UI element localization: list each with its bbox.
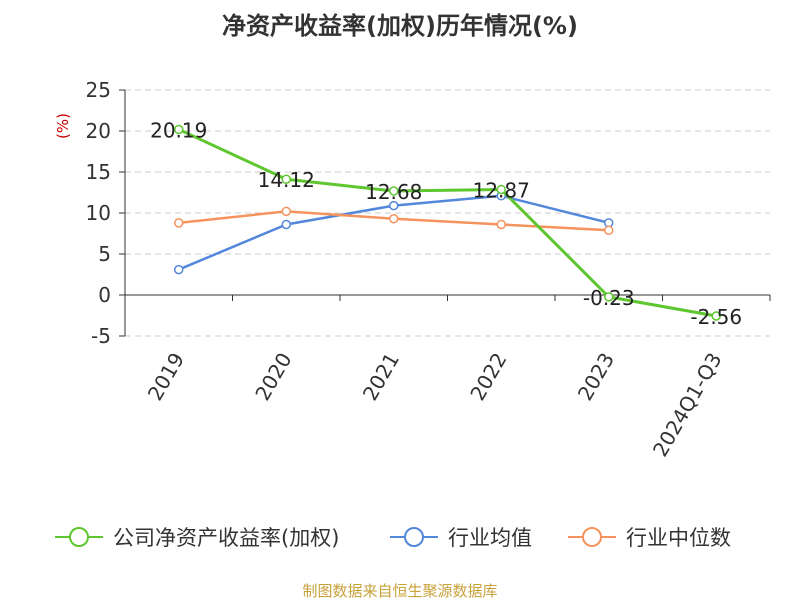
y-tick-label: 15: [86, 160, 111, 184]
x-tick-label: 2019: [143, 349, 189, 405]
data-label: 12.87: [473, 178, 530, 202]
series-point-2: [281, 206, 291, 217]
x-tick-label: 2022: [465, 349, 511, 405]
data-label: 20.19: [150, 118, 207, 142]
series-point-0: [496, 184, 506, 195]
data-source-note: 制图数据来自恒生聚源数据库: [302, 582, 498, 600]
series-point-1: [389, 200, 399, 211]
y-tick-label: -5: [91, 324, 111, 348]
series-point-2: [604, 225, 614, 235]
series-point-2: [389, 213, 399, 224]
legend-label: 公司净资产收益率(加权): [113, 526, 339, 550]
y-tick-label: 20: [86, 119, 111, 143]
data-label: -2.56: [690, 305, 742, 329]
x-tick-label: 2021: [358, 349, 404, 405]
x-tick-label: 2024Q1-Q3: [648, 349, 727, 461]
data-label: 14.12: [258, 168, 315, 192]
series-point-0: [281, 174, 291, 184]
series-point-0: [604, 292, 614, 302]
series-point-1: [281, 219, 291, 230]
series-point-1: [174, 264, 184, 275]
legend-marker-2: [582, 527, 602, 547]
data-label: 12.68: [365, 180, 422, 204]
legend-marker-1: [404, 527, 424, 547]
x-tick-label: 2020: [250, 349, 296, 405]
legend-marker-0: [69, 527, 89, 547]
y-tick-label: 25: [86, 78, 111, 102]
legend-label: 行业均值: [448, 526, 532, 550]
data-label: -0.23: [583, 286, 635, 310]
chart-title: 净资产收益率(加权)历年情况(%): [222, 12, 578, 40]
series-point-0: [389, 186, 399, 196]
y-axis-unit-label: (%): [54, 113, 72, 139]
y-tick-label: 0: [98, 283, 111, 307]
series-line-0: [178, 128, 717, 318]
legend-label: 行业中位数: [626, 526, 731, 550]
series-point-2: [174, 218, 184, 228]
series-point-2: [496, 219, 506, 230]
series-point-0: [711, 311, 721, 321]
x-tick-label: 2023: [573, 349, 619, 405]
y-tick-label: 10: [86, 201, 111, 225]
series-point-0: [174, 124, 184, 135]
y-tick-label: 5: [98, 242, 111, 266]
